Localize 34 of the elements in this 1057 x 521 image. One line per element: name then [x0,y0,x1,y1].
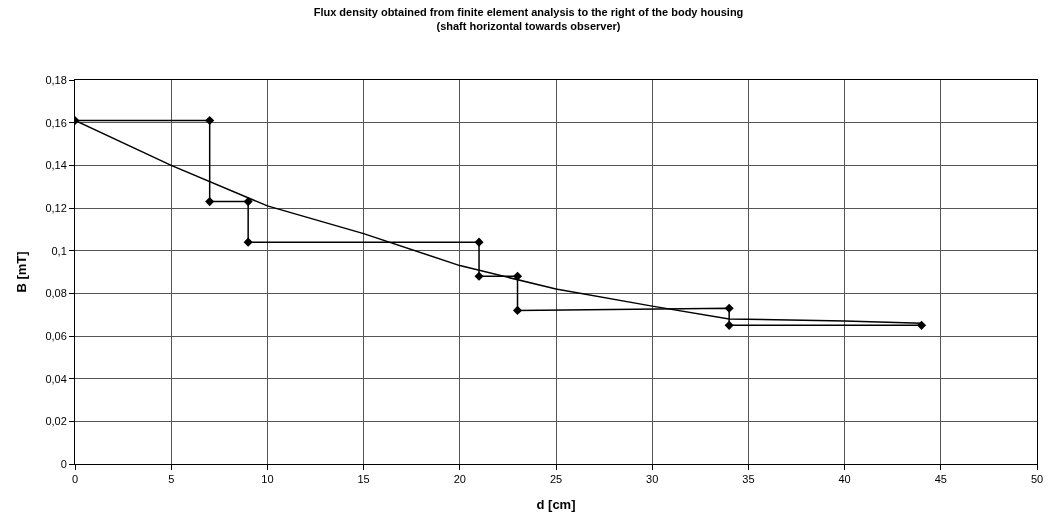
x-tick-label: 45 [934,473,947,486]
x-tick-label: 5 [168,473,175,486]
point [724,320,734,330]
point [474,271,484,281]
x-tick-label: 30 [646,473,659,486]
y-tick-label: 0,16 [45,116,67,129]
y-tick-label: 0,12 [45,201,67,214]
point [205,197,215,207]
point [724,303,734,313]
x-tick-label: 40 [838,473,851,486]
y-axis-title: B [mT] [14,251,30,293]
point [243,197,253,207]
chart-title: Flux density obtained from finite element analysis to the right of the body housing (shaft horizontal towards observer) [313,5,744,32]
x-axis-title: d [cm] [536,496,576,512]
y-tick-label: 0,1 [51,244,67,257]
x-tick-label: 35 [742,473,755,486]
point [243,237,253,247]
x-tick-label: 15 [357,473,370,486]
x-tick-label: 20 [453,473,466,486]
y-tick-label: 0,04 [45,372,67,385]
point [512,271,523,281]
x-tick-label: 25 [549,473,563,486]
y-tick-label: 0,18 [45,73,67,86]
point [205,115,215,126]
point [474,237,484,247]
y-tick-label: 0,06 [45,329,67,342]
y-tick-label: 0,02 [45,415,67,428]
y-tick-label: 0 [60,457,67,470]
x-tick-label: 0 [71,473,79,486]
x-tick-label: 50 [1030,473,1044,486]
y-tick-label: 0,14 [45,159,67,172]
y-tick-label: 0,08 [45,287,67,300]
point [512,305,523,315]
x-tick-label: 10 [261,473,274,486]
